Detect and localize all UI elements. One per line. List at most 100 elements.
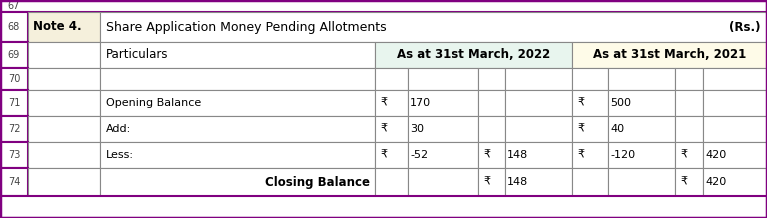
Text: ₹: ₹ bbox=[483, 177, 490, 187]
Text: ₹: ₹ bbox=[577, 124, 584, 134]
Bar bbox=[675, 168, 703, 196]
Bar bbox=[408, 142, 478, 168]
Bar bbox=[28, 168, 100, 196]
Bar bbox=[478, 142, 505, 168]
Bar bbox=[572, 90, 608, 116]
Bar bbox=[0, 42, 28, 68]
Text: ₹: ₹ bbox=[380, 150, 387, 160]
Bar bbox=[28, 90, 100, 116]
Bar bbox=[100, 12, 767, 42]
Bar bbox=[608, 90, 675, 116]
Bar bbox=[100, 142, 375, 168]
Text: ₹: ₹ bbox=[680, 177, 687, 187]
Bar bbox=[478, 168, 505, 196]
Bar bbox=[0, 116, 28, 142]
Bar bbox=[375, 168, 408, 196]
Text: Less:: Less: bbox=[106, 150, 134, 160]
Text: 30: 30 bbox=[410, 124, 424, 134]
Bar bbox=[505, 90, 572, 116]
Bar bbox=[28, 42, 100, 68]
Text: 170: 170 bbox=[410, 98, 431, 108]
Bar bbox=[675, 142, 703, 168]
Text: 148: 148 bbox=[507, 177, 528, 187]
Bar bbox=[675, 116, 703, 142]
Text: 71: 71 bbox=[8, 98, 20, 108]
Bar bbox=[408, 168, 478, 196]
Text: Closing Balance: Closing Balance bbox=[265, 175, 370, 189]
Text: 72: 72 bbox=[8, 124, 20, 134]
Text: As at 31st March, 2022: As at 31st March, 2022 bbox=[397, 48, 550, 61]
Bar bbox=[100, 90, 375, 116]
Bar bbox=[0, 196, 767, 218]
Bar bbox=[703, 68, 767, 90]
Text: (Rs.): (Rs.) bbox=[729, 20, 761, 34]
Text: ₹: ₹ bbox=[380, 124, 387, 134]
Bar bbox=[375, 142, 408, 168]
Bar bbox=[608, 68, 675, 90]
Bar bbox=[505, 142, 572, 168]
Bar bbox=[505, 116, 572, 142]
Text: 69: 69 bbox=[8, 50, 20, 60]
Text: 67: 67 bbox=[8, 1, 20, 11]
Bar bbox=[28, 142, 100, 168]
Bar bbox=[0, 142, 28, 168]
Bar bbox=[572, 168, 608, 196]
Bar bbox=[703, 116, 767, 142]
Bar bbox=[478, 90, 505, 116]
Bar bbox=[505, 168, 572, 196]
Bar bbox=[703, 142, 767, 168]
Text: Particulars: Particulars bbox=[106, 48, 169, 61]
Bar bbox=[478, 116, 505, 142]
Bar bbox=[478, 68, 505, 90]
Bar bbox=[375, 68, 408, 90]
Bar bbox=[0, 0, 767, 12]
Bar bbox=[675, 90, 703, 116]
Text: 70: 70 bbox=[8, 74, 20, 84]
Bar bbox=[28, 116, 100, 142]
Bar bbox=[28, 68, 100, 90]
Bar bbox=[100, 168, 375, 196]
Text: -120: -120 bbox=[610, 150, 635, 160]
Bar bbox=[608, 116, 675, 142]
Text: Share Application Money Pending Allotments: Share Application Money Pending Allotmen… bbox=[106, 20, 387, 34]
Text: 420: 420 bbox=[705, 150, 726, 160]
Text: 73: 73 bbox=[8, 150, 20, 160]
Text: 68: 68 bbox=[8, 22, 20, 32]
Bar bbox=[703, 90, 767, 116]
Text: ₹: ₹ bbox=[577, 150, 584, 160]
Text: ₹: ₹ bbox=[380, 98, 387, 108]
Text: -52: -52 bbox=[410, 150, 428, 160]
Text: As at 31st March, 2021: As at 31st March, 2021 bbox=[593, 48, 746, 61]
Bar bbox=[505, 68, 572, 90]
Bar bbox=[572, 142, 608, 168]
Bar bbox=[608, 142, 675, 168]
Bar bbox=[408, 90, 478, 116]
Text: Add:: Add: bbox=[106, 124, 131, 134]
Bar bbox=[608, 168, 675, 196]
Text: 74: 74 bbox=[8, 177, 20, 187]
Bar bbox=[100, 116, 375, 142]
Text: 420: 420 bbox=[705, 177, 726, 187]
Text: ₹: ₹ bbox=[483, 150, 490, 160]
Bar bbox=[100, 68, 375, 90]
Bar bbox=[375, 42, 572, 68]
Text: Opening Balance: Opening Balance bbox=[106, 98, 201, 108]
Bar bbox=[572, 116, 608, 142]
Bar bbox=[0, 90, 28, 116]
Text: 40: 40 bbox=[610, 124, 624, 134]
Bar bbox=[572, 68, 608, 90]
Bar bbox=[100, 42, 375, 68]
Text: 148: 148 bbox=[507, 150, 528, 160]
Bar bbox=[0, 68, 28, 90]
Bar bbox=[408, 116, 478, 142]
Bar bbox=[375, 116, 408, 142]
Bar bbox=[572, 42, 767, 68]
Bar bbox=[28, 12, 100, 42]
Text: ₹: ₹ bbox=[680, 150, 687, 160]
Bar bbox=[0, 12, 28, 42]
Bar bbox=[675, 68, 703, 90]
Bar bbox=[0, 168, 28, 196]
Bar bbox=[375, 90, 408, 116]
Text: ₹: ₹ bbox=[577, 98, 584, 108]
Text: Note 4.: Note 4. bbox=[33, 20, 81, 34]
